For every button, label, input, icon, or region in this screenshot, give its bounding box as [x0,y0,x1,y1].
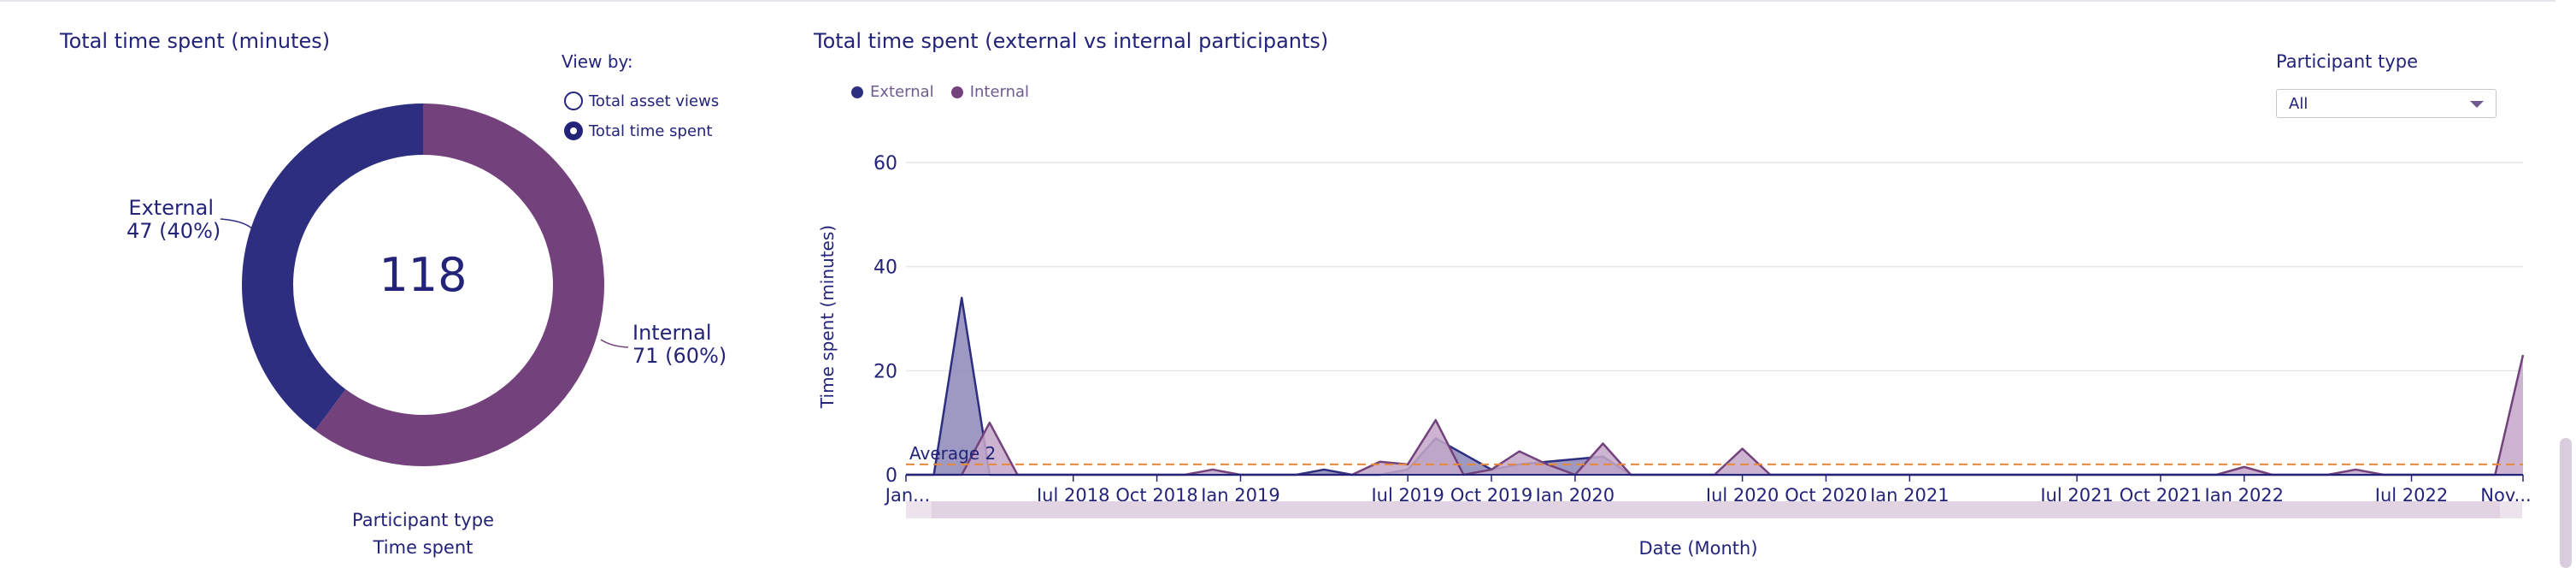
trend-panel-title: Total time spent (external vs internal p… [814,29,1329,53]
donut-slice-external[interactable] [242,104,423,431]
series-line-internal[interactable] [906,354,2525,476]
donut-label-internal: Internal 71 (60%) [632,322,726,368]
internal-name: Internal [632,321,712,345]
donut-caption-time-spent: Time spent [373,537,473,558]
y-tick-label: 40 [873,257,897,279]
legend-internal-swatch [950,86,963,98]
area-fill-internal [906,355,2523,475]
legend-external-swatch [851,86,863,98]
legend-external-label: External [870,83,934,101]
radio-total-time-spent-label: Total time spent [589,121,713,140]
donut-slice-internal[interactable] [315,104,604,466]
radio-total-asset-views[interactable]: Total asset views [564,92,719,110]
donut-chart [220,104,629,466]
series-line-external[interactable] [906,296,2523,476]
donut-caption-participant-type: Participant type [351,510,494,530]
chevron-down-icon[interactable] [2470,101,2484,108]
internal-leader-line [600,339,629,348]
donut-center-total: 118 [379,248,468,302]
external-name: External [128,196,214,220]
legend-item-internal[interactable]: Internal [950,83,1030,101]
view-by-label: View by: [562,51,633,72]
y-tick-label: 20 [873,361,897,382]
participant-type-value: All [2289,95,2308,113]
donut-panel-title: Total time spent (minutes) [60,29,331,53]
external-leader-line [220,218,254,230]
external-value: 47 (40%) [126,219,221,243]
y-tick-label: 60 [873,153,897,175]
range-slider-track[interactable] [906,501,2504,518]
legend-item-external[interactable]: External [851,83,934,101]
area-fill-external [906,298,2523,475]
range-slider-right-handle[interactable] [2500,501,2522,518]
y-axis-title: Time spent (minutes) [817,225,838,409]
range-slider-left-handle[interactable] [906,501,932,518]
x-axis-title: Date (Month) [1638,538,1757,559]
radio-checked-icon[interactable] [564,121,583,140]
donut-label-external: External 47 (40%) [126,196,221,243]
scrollbar-thumb[interactable] [2560,438,2572,568]
radio-total-asset-views-label: Total asset views [589,92,720,110]
radio-unchecked-icon[interactable] [564,92,583,110]
internal-value: 71 (60%) [632,344,727,368]
participant-type-label: Participant type [2276,51,2419,72]
average-label: Average 2 [909,443,996,464]
y-tick-label: 0 [885,465,897,487]
chart-legend: External Internal [851,83,1029,101]
top-divider [0,0,2555,2]
participant-type-select[interactable]: All [2276,89,2497,118]
radio-total-time-spent[interactable]: Total time spent [564,121,713,140]
legend-internal-label: Internal [969,83,1030,101]
